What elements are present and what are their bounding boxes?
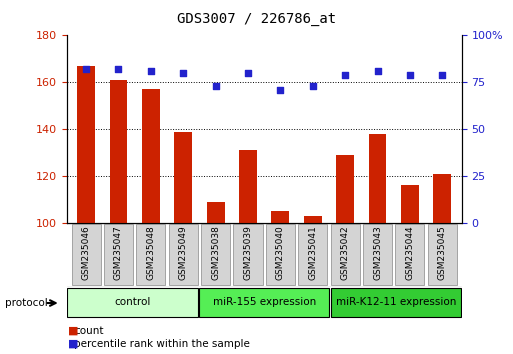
Bar [239, 150, 257, 223]
Text: GSM235040: GSM235040 [276, 225, 285, 280]
FancyBboxPatch shape [201, 224, 230, 285]
Point [147, 68, 155, 74]
Bar [304, 216, 322, 223]
FancyBboxPatch shape [396, 224, 424, 285]
Point [211, 83, 220, 89]
Bar [174, 132, 192, 223]
FancyBboxPatch shape [199, 288, 329, 317]
Bar [77, 66, 95, 223]
Text: miR-155 expression: miR-155 expression [212, 297, 316, 307]
Text: GSM235047: GSM235047 [114, 225, 123, 280]
Text: GSM235039: GSM235039 [244, 225, 252, 280]
FancyBboxPatch shape [266, 224, 295, 285]
FancyBboxPatch shape [71, 224, 101, 285]
Text: ■: ■ [68, 326, 78, 336]
Bar [401, 185, 419, 223]
FancyBboxPatch shape [136, 224, 165, 285]
Point [114, 66, 123, 72]
Point [373, 68, 382, 74]
Point [244, 70, 252, 76]
Bar [271, 211, 289, 223]
Point [406, 72, 414, 78]
Text: GSM235048: GSM235048 [146, 225, 155, 280]
Point [179, 70, 187, 76]
Text: GSM235045: GSM235045 [438, 225, 447, 280]
Text: GSM235049: GSM235049 [179, 225, 188, 280]
Text: GSM235043: GSM235043 [373, 225, 382, 280]
Bar [207, 202, 225, 223]
Bar [433, 174, 451, 223]
Point [309, 83, 317, 89]
Text: ■: ■ [68, 339, 78, 349]
FancyBboxPatch shape [169, 224, 198, 285]
Bar [369, 134, 386, 223]
FancyBboxPatch shape [428, 224, 457, 285]
FancyBboxPatch shape [233, 224, 263, 285]
Bar [110, 80, 127, 223]
Text: protocol: protocol [5, 298, 48, 308]
FancyBboxPatch shape [104, 224, 133, 285]
Text: GSM235046: GSM235046 [82, 225, 91, 280]
FancyBboxPatch shape [363, 224, 392, 285]
FancyBboxPatch shape [330, 224, 360, 285]
Point [438, 72, 446, 78]
Text: GSM235041: GSM235041 [308, 225, 317, 280]
Point [82, 66, 90, 72]
Text: GSM235038: GSM235038 [211, 225, 220, 280]
Text: GSM235042: GSM235042 [341, 225, 350, 280]
Point [277, 87, 285, 93]
Text: percentile rank within the sample: percentile rank within the sample [74, 339, 250, 349]
Bar [142, 89, 160, 223]
Text: GSM235044: GSM235044 [405, 225, 415, 280]
Text: control: control [114, 297, 151, 307]
Point [341, 72, 349, 78]
FancyBboxPatch shape [298, 224, 327, 285]
Bar [336, 155, 354, 223]
Text: miR-K12-11 expression: miR-K12-11 expression [336, 297, 456, 307]
Text: GDS3007 / 226786_at: GDS3007 / 226786_at [177, 12, 336, 27]
FancyBboxPatch shape [331, 288, 461, 317]
Text: count: count [74, 326, 104, 336]
FancyBboxPatch shape [67, 288, 198, 317]
